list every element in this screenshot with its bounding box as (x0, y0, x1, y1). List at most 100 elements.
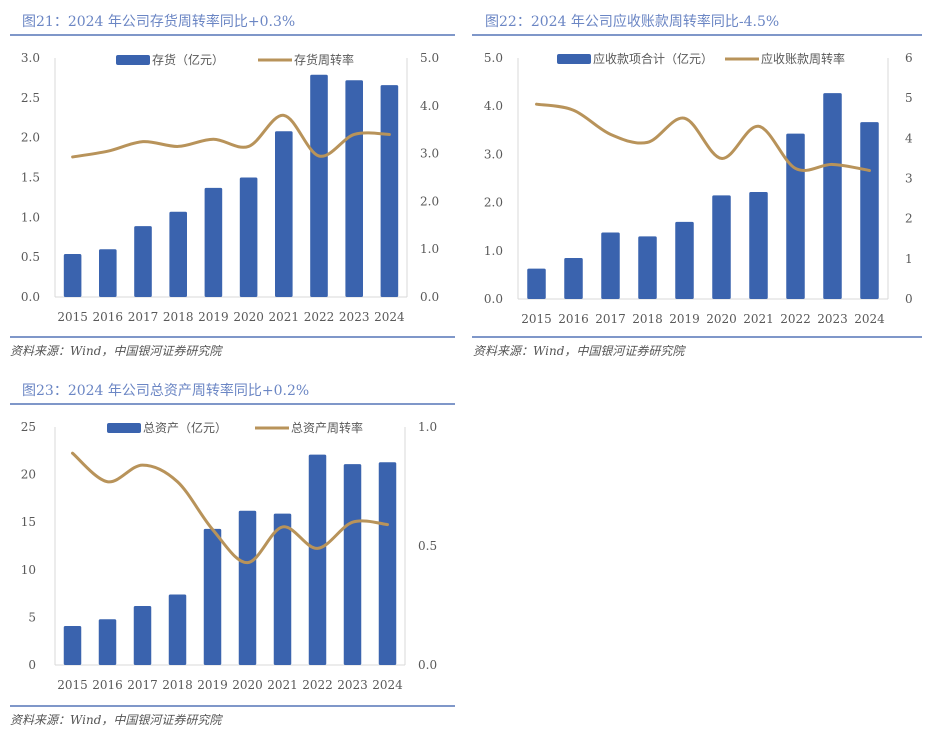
y-left-tick-label: 4.0 (484, 99, 503, 113)
x-tick-label: 2023 (339, 310, 370, 324)
line-series (535, 102, 871, 172)
x-tick-label: 2024 (374, 310, 405, 324)
x-tick-label: 2024 (854, 312, 885, 326)
y-left-tick-label: 2.5 (21, 91, 40, 105)
chart-title: 图23：2024 年公司总资产周转率同比+0.2% (22, 383, 310, 399)
x-tick-label: 2019 (198, 310, 229, 324)
y-left-tick-label: 25 (21, 420, 36, 434)
source-divider (472, 336, 922, 338)
y-left-tick-label: 1.0 (484, 244, 503, 258)
bar (638, 236, 657, 299)
bar (378, 462, 397, 665)
legend-bar-label: 总资产（亿元） (143, 420, 227, 435)
y-left-tick-label: 15 (21, 515, 36, 529)
y-right-tick-label: 0.5 (418, 539, 437, 553)
y-left-tick-label: 2.0 (21, 131, 40, 145)
y-right-tick-label: 0.0 (420, 290, 439, 304)
x-tick-label: 2020 (232, 678, 263, 692)
line-series (71, 113, 391, 159)
chart-title: 图22：2024 年公司应收账款周转率同比-4.5% (485, 14, 780, 30)
legend-bar-swatch (107, 423, 141, 433)
bar (238, 510, 257, 665)
y-left-tick-label: 3.0 (484, 147, 503, 161)
x-tick-label: 2019 (197, 678, 228, 692)
y-right-tick-label: 1.0 (418, 420, 437, 434)
x-tick-label: 2021 (743, 312, 774, 326)
y-left-tick-label: 1.0 (21, 210, 40, 224)
bar (345, 80, 363, 297)
bar (564, 258, 583, 299)
bar (273, 513, 292, 665)
x-tick-label: 2022 (302, 678, 333, 692)
title-divider (10, 403, 455, 405)
x-tick-label: 2018 (162, 678, 193, 692)
bar (527, 268, 546, 299)
bar (601, 232, 620, 299)
x-tick-label: 2019 (669, 312, 700, 326)
y-right-tick-label: 1 (905, 252, 913, 266)
source-divider (10, 705, 455, 707)
bar (275, 131, 293, 297)
x-tick-label: 2023 (337, 678, 368, 692)
legend-bar-swatch (557, 54, 591, 64)
y-right-tick-label: 1.0 (420, 242, 439, 256)
source-divider (10, 336, 455, 338)
x-tick-label: 2020 (706, 312, 737, 326)
y-left-tick-label: 1.5 (21, 171, 40, 185)
y-left-tick-label: 0.5 (21, 250, 40, 264)
y-right-tick-label: 3.0 (420, 147, 439, 161)
x-tick-label: 2021 (267, 678, 298, 692)
y-right-tick-label: 3 (905, 172, 913, 186)
legend-line-label: 存货周转率 (294, 52, 354, 67)
y-right-tick-label: 5 (905, 91, 913, 105)
x-tick-label: 2016 (558, 312, 589, 326)
bar (203, 528, 222, 665)
legend-bar-label: 应收款项合计（亿元） (593, 51, 713, 66)
y-left-tick-label: 5 (28, 610, 36, 624)
bar (168, 594, 187, 665)
bar (712, 195, 731, 299)
bar (749, 191, 768, 299)
x-tick-label: 2020 (233, 310, 264, 324)
bar (134, 226, 152, 297)
y-left-tick-label: 0 (28, 658, 36, 672)
x-tick-label: 2023 (817, 312, 848, 326)
y-right-tick-label: 4.0 (420, 99, 439, 113)
bar (63, 625, 82, 665)
bar (99, 249, 117, 297)
bar (343, 464, 362, 665)
x-tick-label: 2016 (92, 678, 123, 692)
bar (63, 253, 82, 297)
y-left-tick-label: 0.0 (484, 292, 503, 306)
y-left-tick-label: 5.0 (484, 51, 503, 65)
y-right-tick-label: 0.0 (418, 658, 437, 672)
source-note: 资料来源：Wind，中国银河证券研究院 (10, 713, 222, 727)
source-note: 资料来源：Wind，中国银河证券研究院 (10, 344, 222, 358)
y-right-tick-label: 5.0 (420, 51, 439, 65)
legend-bar-swatch (116, 55, 150, 65)
bar (786, 133, 805, 299)
title-divider (472, 34, 922, 36)
legend-line-label: 总资产周转率 (291, 420, 363, 435)
chart-svg: 0.0 0.5 1.0 1.5 2.0 2.5 3.0 0.0 1.0 2.0 3.0 4.0 5.0 2… (21, 51, 439, 324)
bar (823, 93, 842, 299)
x-tick-label: 2015 (57, 678, 88, 692)
bar (675, 221, 694, 299)
x-tick-label: 2018 (632, 312, 663, 326)
source-note: 资料来源：Wind，中国银河证券研究院 (473, 344, 685, 358)
y-right-tick-label: 4 (905, 131, 913, 145)
x-tick-label: 2016 (93, 310, 124, 324)
x-tick-label: 2017 (127, 678, 158, 692)
x-tick-label: 2015 (521, 312, 552, 326)
y-left-tick-label: 3.0 (21, 51, 40, 65)
line-series (71, 451, 389, 565)
bar (310, 74, 328, 297)
y-right-tick-label: 2 (905, 212, 913, 226)
y-right-tick-label: 0 (905, 292, 913, 306)
x-tick-label: 2021 (269, 310, 300, 324)
bar (380, 85, 399, 297)
x-tick-label: 2018 (163, 310, 194, 324)
bar (133, 605, 152, 665)
x-tick-label: 2015 (57, 310, 88, 324)
x-tick-label: 2022 (780, 312, 811, 326)
